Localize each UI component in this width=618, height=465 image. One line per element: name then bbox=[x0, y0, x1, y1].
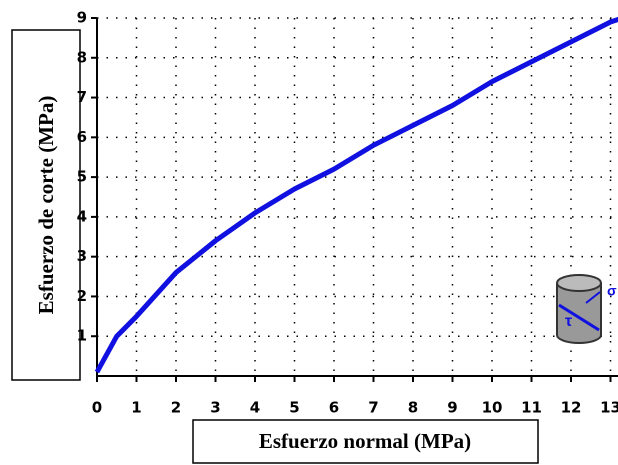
y-axis-label: Esfuerzo de corte (MPa) bbox=[34, 96, 58, 315]
x-tick-label: 6 bbox=[329, 399, 339, 417]
x-tick-label: 12 bbox=[561, 399, 582, 417]
x-tick-label: 0 bbox=[92, 399, 102, 417]
ylabel-box bbox=[11, 29, 81, 381]
x-tick-label: 9 bbox=[447, 399, 457, 417]
x-axis-label: Esfuerzo normal (MPa) bbox=[259, 429, 471, 453]
y-tick-label: 1 bbox=[77, 327, 87, 345]
x-tick-label: 11 bbox=[521, 399, 542, 417]
y-tick-label: 8 bbox=[77, 48, 87, 66]
y-tick-label: 3 bbox=[77, 247, 87, 265]
x-tick-label: 4 bbox=[250, 399, 260, 417]
x-tick-label: 2 bbox=[171, 399, 181, 417]
x-tick-label: 5 bbox=[289, 399, 299, 417]
y-tick-label: 4 bbox=[77, 207, 87, 225]
x-tick-label: 3 bbox=[210, 399, 220, 417]
x-tick-label: 10 bbox=[482, 399, 503, 417]
sigma-label: σ bbox=[607, 283, 617, 299]
x-tick-label: 13 bbox=[600, 399, 618, 417]
cylinder-icon: σ τ bbox=[556, 274, 617, 344]
y-tick-label: 7 bbox=[77, 88, 87, 106]
y-tick-label: 9 bbox=[77, 9, 87, 27]
xlabel-box bbox=[192, 419, 539, 464]
x-tick-label: 1 bbox=[131, 399, 141, 417]
x-tick-label: 8 bbox=[408, 399, 418, 417]
tau-label: τ bbox=[565, 313, 572, 330]
y-tick-label: 5 bbox=[77, 168, 87, 186]
y-tick-label: 6 bbox=[77, 128, 87, 146]
y-tick-label: 2 bbox=[77, 287, 87, 305]
curve bbox=[94, 16, 618, 374]
x-tick-label: 7 bbox=[368, 399, 378, 417]
